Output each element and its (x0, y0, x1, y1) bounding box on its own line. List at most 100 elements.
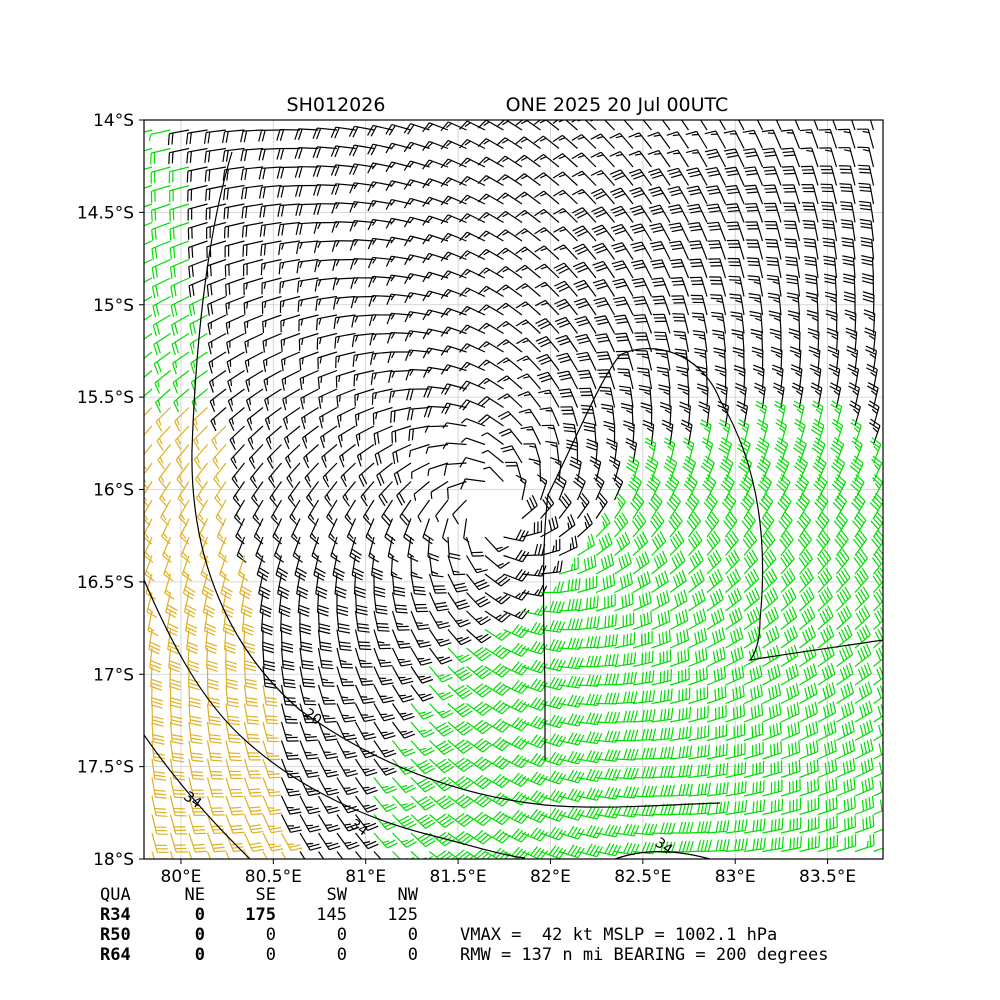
wind-barb (632, 630, 653, 649)
wind-barb (706, 685, 727, 705)
wind-barb (496, 302, 523, 316)
wind-barb (447, 629, 472, 646)
wind-barb (817, 682, 836, 705)
wind-barb (339, 444, 356, 468)
wind-barb (317, 666, 335, 687)
wind-barb (447, 592, 470, 610)
wind-barb (595, 692, 620, 705)
wind-barb (262, 740, 281, 761)
wind-barb (741, 511, 756, 538)
wind-barb (373, 592, 388, 615)
wind-barb (440, 121, 467, 132)
wind-barb (743, 587, 761, 612)
wind-barb (503, 772, 530, 787)
wind-barb (614, 652, 637, 668)
wind-barb (756, 120, 764, 131)
wind-barb (850, 418, 862, 445)
lat-tick-label: 14.5°S (77, 203, 134, 223)
wind-barb (669, 258, 690, 279)
wind-barb (666, 492, 682, 519)
wind-barb (777, 492, 792, 519)
wind-barb (540, 676, 566, 691)
wind-barb (533, 153, 560, 168)
wind-barb (278, 240, 301, 256)
wind-barb (603, 420, 616, 445)
wind-barb (762, 741, 783, 760)
wind-barb (632, 650, 654, 668)
wind-barb (370, 369, 393, 385)
wind-barb (309, 518, 320, 545)
wind-barb (167, 129, 190, 146)
wind-barb (653, 331, 671, 353)
wind-barb (558, 493, 572, 519)
wind-barb (873, 683, 883, 704)
wind-barb (144, 277, 153, 283)
wind-barb (367, 256, 393, 269)
wind-barb (698, 401, 711, 427)
wind-barb (819, 165, 838, 186)
wind-barb (780, 644, 799, 668)
wind-barb (484, 773, 511, 789)
wind-barb (240, 166, 264, 181)
wind-barb (780, 740, 801, 760)
wind-barb (704, 130, 727, 149)
wind-barb (534, 227, 560, 242)
wind-barb (556, 352, 579, 371)
wind-barb (447, 555, 466, 576)
wind-barb (737, 120, 745, 131)
wind-barb (725, 684, 745, 705)
wind-barb (503, 679, 530, 695)
wind-barb (442, 422, 467, 429)
wind-barb (669, 687, 691, 705)
wind-barb (285, 444, 301, 469)
wind-barb (651, 590, 670, 612)
wind-barb (326, 499, 338, 526)
wind-barb (318, 851, 325, 859)
wind-barb (313, 240, 338, 254)
wind-barb (632, 531, 649, 556)
wind-barb (725, 838, 748, 853)
wind-barb (354, 721, 377, 741)
wind-barb (593, 297, 616, 316)
wind-barb (376, 462, 393, 487)
wind-barb (688, 569, 705, 593)
wind-barb (629, 492, 645, 519)
wind-barb (802, 202, 819, 223)
wind-barb (577, 513, 593, 538)
wind-barb (369, 332, 393, 346)
wind-barb (299, 351, 319, 371)
wind-barb (335, 351, 356, 369)
wind-barb (764, 220, 782, 242)
wind-barb (169, 777, 186, 799)
wind-barb (481, 432, 504, 445)
wind-barb (846, 345, 859, 371)
wind-barb (169, 851, 174, 859)
wind-barb (371, 388, 393, 405)
wind-barb (614, 632, 636, 649)
wind-barb (144, 481, 153, 508)
wind-barb (609, 132, 634, 149)
wind-barb (731, 329, 745, 353)
wind-barb (831, 418, 844, 445)
wind-barb (737, 418, 750, 445)
wind-barb (207, 295, 227, 316)
wind-barb (669, 550, 686, 575)
lon-tick-label: 82°E (530, 867, 571, 887)
wind-barb (151, 795, 168, 817)
wind-barb (354, 647, 373, 668)
wind-barb (410, 684, 434, 702)
wind-barb (206, 740, 223, 762)
wind-barb (332, 555, 345, 581)
wind-barb (188, 295, 208, 317)
wind-barb (315, 573, 328, 599)
wind-barb (207, 314, 227, 336)
wind-barb (386, 331, 412, 344)
wind-barb (227, 369, 245, 393)
wind-barb (541, 424, 560, 445)
wind-barb (246, 407, 264, 431)
wind-barb (316, 332, 338, 350)
wind-barb (312, 127, 338, 140)
wind-barb (440, 177, 467, 187)
wind-barb (422, 328, 449, 340)
wind-barb (614, 729, 639, 742)
